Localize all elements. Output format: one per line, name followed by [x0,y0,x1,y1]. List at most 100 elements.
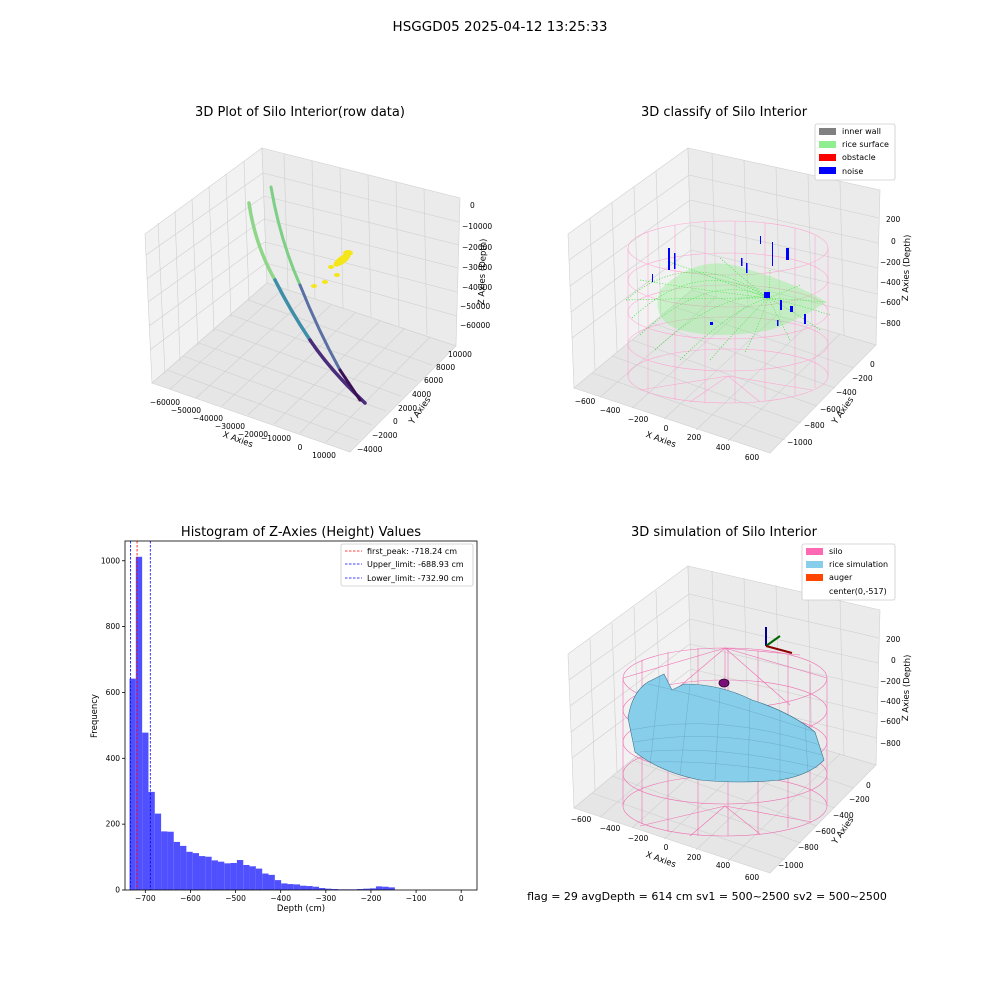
classify-ztick: −400 [880,278,901,287]
histogram-bar [262,873,269,890]
simulation-xtick: 400 [716,861,731,870]
classify-xtick: 0 [664,424,669,433]
classify-ztick: −200 [880,258,901,267]
histogram-xtick-label: −400 [270,894,291,903]
histogram-bar [268,874,275,890]
histogram-bar [281,883,288,890]
classify-ztick: 200 [886,215,901,224]
raw-xtick: −60000 [150,398,180,407]
classify-zlabel: Z Axies (Depth) [901,234,913,301]
classify-legend-swatch-rice-surface [819,141,836,148]
simulation-ytick: −200 [849,795,870,804]
histogram-bar [192,853,200,890]
simulation-center-axes [765,627,793,654]
histogram-ytick-label: 0 [115,886,120,895]
histogram-legend-label: Lower_limit: -732.90 cm [367,574,464,583]
raw-ytick: 2000 [398,404,417,413]
classify-ztick: −800 [880,319,901,328]
simulation-ytick: −400 [833,811,854,820]
classify-legend-label: noise [842,167,863,176]
simulation-ztick: 200 [886,635,901,644]
simulation-legend-label: silo [829,547,843,556]
classify-noise [652,236,806,326]
classify-legend-swatch-noise [819,167,836,174]
raw-xtick: −50000 [171,406,201,415]
classify-grid [568,152,880,442]
simulation-xlabel: X Axies [644,850,677,870]
simulation-ytick: 0 [866,781,871,790]
histogram-bar [205,856,212,890]
histogram-panel: Histogram of Z-Axies (Height) Values −70… [90,525,478,914]
histogram-xtick-label: −300 [316,894,337,903]
raw-ztick: −30000 [462,263,492,272]
histogram-bar [331,889,339,890]
classify-xtick: 600 [745,453,760,462]
histogram-bar [186,851,193,890]
histogram-xtick-label: −500 [225,894,246,903]
classify-legend-swatch-obstacle [819,154,836,161]
raw-ztick: 0 [470,201,475,210]
classify-ytick: 0 [870,360,875,369]
histogram-bar [249,866,256,890]
raw-xtick: 0 [298,443,303,452]
classify-panel: 3D classify of Silo Interior [567,105,913,462]
histogram-legend-label: first_peak: -718.24 cm [367,547,457,556]
simulation-xtick: −600 [571,815,592,824]
figure-suptitle: HSGGD05 2025-04-12 13:25:33 [393,19,608,35]
histogram-bar [161,831,168,890]
histogram-bar [135,556,143,890]
histogram-xtick-label: −200 [361,894,382,903]
raw-data-cluster [311,250,353,288]
classify-legend-label: inner wall [842,127,881,136]
histogram-bar [388,887,395,890]
classify-ztick: 0 [891,237,896,246]
histogram-ylabel: Frequency [90,694,100,738]
histogram-ytick-label: 200 [106,820,121,829]
classify-ztick: −600 [880,298,901,307]
histogram-legend: first_peak: -718.24 cm Upper_limit: -688… [340,543,474,587]
histogram-bar [369,888,376,890]
histogram-bar [148,791,155,890]
classify-ytick: −800 [804,421,825,430]
classify-ytick: −1000 [787,438,813,447]
simulation-panel: 3D simulation of Silo Interior [567,525,913,882]
histogram-legend-label: Upper_limit: -688.93 cm [367,560,464,569]
histogram-bar [243,864,250,890]
raw-xtick: 10000 [312,451,336,460]
simulation-rice-mesh [629,675,823,783]
histogram-xtick-label: −100 [406,894,427,903]
histogram-axes-frame [124,540,478,891]
histogram-xtick-label: −700 [135,894,156,903]
histogram-bar [154,813,162,890]
simulation-xtick: 200 [687,853,702,862]
classify-xtick: 200 [687,433,702,442]
simulation-ztick: −200 [880,677,901,686]
raw-floor-pane [151,282,457,453]
histogram-bar [142,732,149,890]
simulation-xtick: 0 [664,843,669,852]
simulation-legend-label: center(0,-517) [829,587,887,596]
simulation-legend: silo rice simulation auger center(0,-517… [801,543,896,601]
histogram-bar [129,678,136,890]
histogram-vlines [130,541,151,890]
histogram-bar [173,841,181,890]
histogram-bar [224,863,231,890]
classify-ytick: −200 [852,374,873,383]
histogram-bar [312,886,320,890]
simulation-ytick: −600 [815,827,836,836]
simulation-ztick: −400 [880,697,901,706]
histogram-bar [306,886,313,890]
histogram-bar [217,861,225,890]
raw-ytick: 10000 [448,350,472,359]
raw-xtick: −40000 [193,414,223,423]
simulation-ztick: 0 [891,656,896,665]
simulation-ytick: −800 [798,843,819,852]
histogram-bar [325,888,332,890]
histogram-bar [274,880,282,890]
classify-legend-label: obstacle [842,153,876,162]
histogram-ytick-label: 800 [106,622,121,631]
simulation-auger [718,678,730,688]
histogram-bar [382,886,389,890]
raw-grid [145,153,460,443]
classify-ytick: −600 [820,405,841,414]
